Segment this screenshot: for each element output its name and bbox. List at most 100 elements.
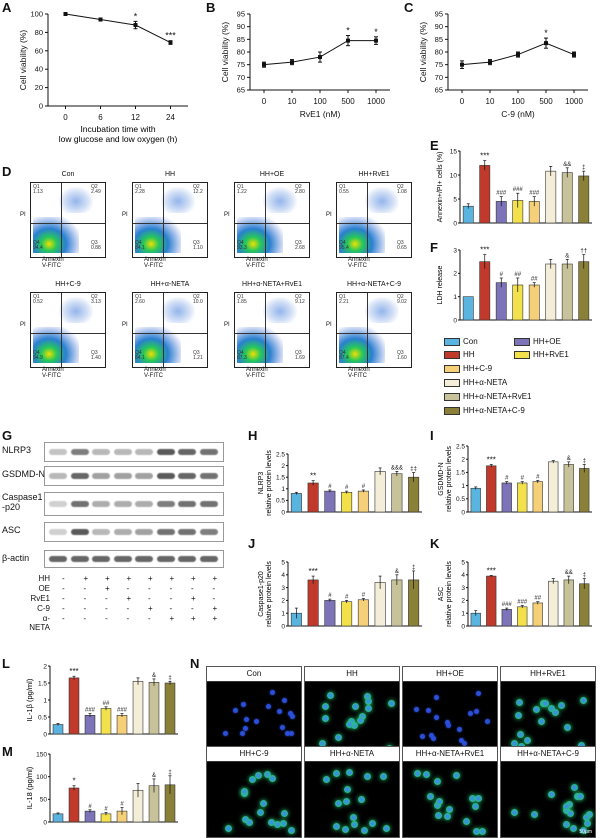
legend-label: HH+OE	[533, 337, 561, 346]
flow-x-label: Annexin V-FITC	[246, 367, 268, 379]
blot-band	[49, 556, 67, 562]
y-tick-label: 2	[281, 463, 285, 470]
y-tick-label: 70	[237, 73, 245, 82]
bar	[561, 172, 573, 224]
cell-nucleus	[290, 713, 296, 719]
cell-nucleus	[514, 711, 522, 719]
cell-nucleus	[322, 714, 330, 722]
blot-band	[178, 556, 196, 562]
blot-band	[70, 529, 89, 535]
gate-vertical	[163, 293, 164, 367]
quadrant-value: Q3 1.69	[295, 350, 305, 361]
quadrant-value: Q2 2.80	[295, 184, 305, 195]
x-tick-label: 0	[460, 97, 465, 106]
cell-nucleus	[562, 807, 570, 815]
y-tick-label: 75	[435, 60, 443, 69]
condition-sign: -	[62, 584, 65, 593]
y-axis-label: Cell viability (%)	[418, 22, 428, 83]
y-axis-label: LDH release	[437, 265, 444, 304]
flow-plot-title: HH+RvE1	[358, 171, 390, 178]
significance-mark: ***	[487, 455, 496, 464]
cell-nucleus	[433, 778, 441, 786]
cell-nucleus	[269, 689, 275, 695]
flow-x-label: Annexin V-FITC	[348, 257, 370, 269]
fluorescence-title: HH+α-NETA+RvE1	[403, 747, 497, 762]
chart-e-bar: 0 5 10 15 *** ### ### ### && ‡ Annexin+/PI+ cells …	[437, 148, 592, 227]
significance-mark: ***	[487, 566, 496, 575]
cell-nucleus	[282, 698, 288, 704]
condition-sign: +	[83, 574, 89, 583]
legend-swatch	[444, 337, 460, 346]
cell-nucleus	[333, 769, 341, 777]
bar	[374, 582, 386, 627]
blot-band	[113, 556, 132, 562]
chart-b-line: 65 70 75 80 85 90 95 0 10 100 500 1000 * * Cell viabil…	[220, 10, 390, 119]
y-tick-label: 80	[435, 48, 443, 57]
y-tick-label: 5	[461, 559, 465, 566]
bar	[462, 296, 474, 321]
significance-mark: ***	[165, 31, 176, 41]
gate-vertical	[163, 183, 164, 257]
bar	[545, 263, 557, 321]
band-label: GSDMD-N	[2, 469, 45, 479]
band-label: NLRP3	[2, 445, 32, 455]
data-point	[133, 23, 138, 28]
cell-nucleus	[414, 707, 420, 713]
x-tick-label: 24	[166, 113, 175, 122]
bar	[563, 579, 574, 627]
significance-mark: ###	[85, 708, 96, 714]
blot-band	[70, 556, 89, 562]
cell-nucleus	[289, 730, 295, 736]
y-tick-label: 95	[435, 10, 443, 19]
cell-nucleus	[345, 720, 353, 728]
cell-nucleus	[511, 739, 519, 747]
y-tick-label: 5	[281, 559, 285, 566]
flow-x-label: Annexin V-FITC	[144, 257, 166, 269]
y-tick-label: 0	[43, 731, 47, 738]
significance-mark: ###	[529, 191, 540, 197]
blot-band	[178, 529, 196, 535]
quadrant-value: Q3 2.68	[295, 240, 305, 251]
condition-sign: -	[83, 594, 87, 603]
panel-label-c: C	[404, 0, 414, 15]
condition-sign: +	[212, 574, 218, 583]
cell-nucleus	[334, 799, 342, 807]
y-tick-label: 65	[435, 86, 443, 95]
x-axis-label: Incubation time with low glucose and low …	[59, 124, 178, 144]
y-tick-label: 2	[453, 271, 457, 278]
legend-item: HH+OE	[514, 337, 561, 346]
gate-vertical	[265, 183, 266, 257]
significance-mark: #	[104, 806, 108, 812]
significance-mark: ##	[531, 277, 538, 283]
cell-nucleus	[280, 810, 288, 818]
condition-sign: -	[148, 594, 151, 603]
cell-nucleus	[426, 707, 432, 713]
cell-nucleus	[369, 819, 376, 827]
cell-nucleus	[457, 726, 463, 732]
condition-label: HH	[38, 574, 50, 583]
cell-nucleus	[358, 712, 366, 720]
condition-sign: +	[212, 614, 218, 623]
quadrant-value: Q1 2.60	[135, 294, 145, 305]
y-axis-label: Annexin+/PI+ cells (%)	[437, 152, 444, 223]
cell-nucleus	[280, 819, 288, 827]
quadrant-value: Q2 12.2	[193, 184, 203, 195]
cell-nucleus	[343, 785, 351, 793]
quadrant-value: Q1 1.85	[237, 294, 247, 305]
band-label: ASC	[2, 525, 21, 535]
condition-sign: -	[105, 594, 108, 603]
legend-item: HH	[444, 350, 475, 359]
cell-nucleus	[444, 812, 452, 820]
gate-horizontal	[31, 223, 105, 224]
legend-label: HH+C-9	[463, 364, 493, 373]
cell-nucleus	[356, 717, 364, 725]
cell-nucleus	[452, 771, 460, 779]
y-tick-label: 100	[36, 774, 47, 781]
significance-mark: ††	[580, 249, 587, 255]
cell-nucleus	[564, 723, 572, 731]
y-tick-label: 0.5	[276, 498, 285, 505]
fluorescence-image: HH+α-NETA	[304, 746, 400, 838]
quadrant-value: Q4 95.4	[339, 240, 349, 251]
blot-strip	[44, 522, 224, 542]
bar	[470, 487, 481, 513]
